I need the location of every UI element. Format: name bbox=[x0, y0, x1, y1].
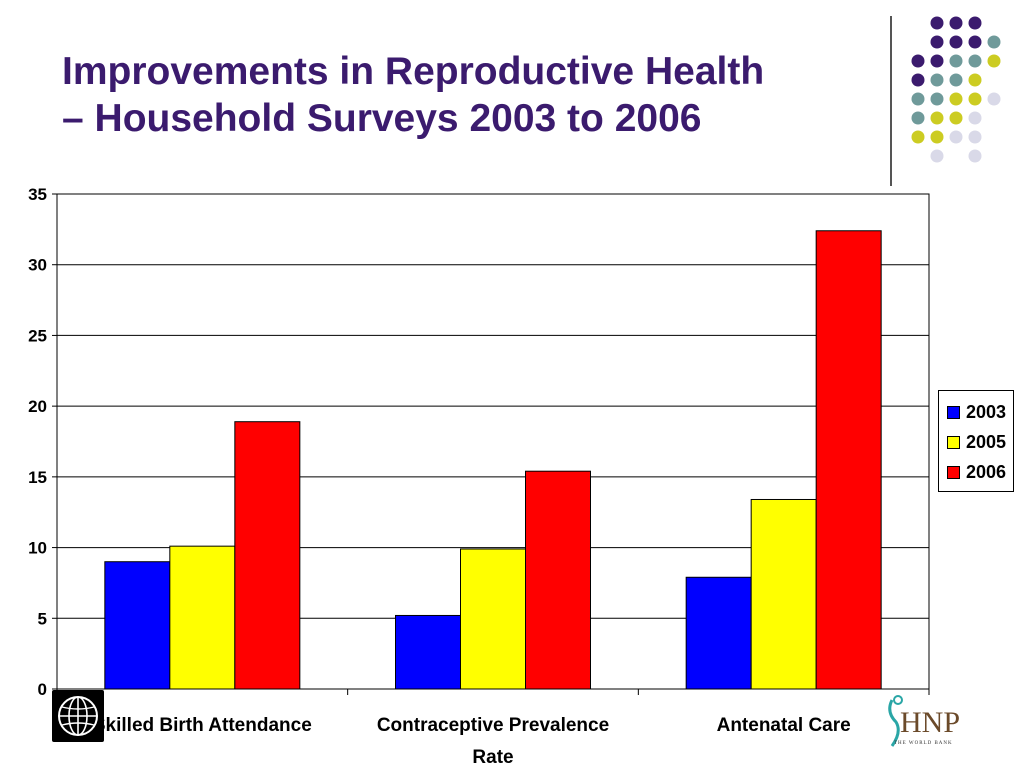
y-tick-label: 0 bbox=[38, 680, 47, 699]
x-category-label: Antenatal Care bbox=[717, 715, 851, 736]
bar-2005 bbox=[460, 548, 526, 690]
bar-2005 bbox=[750, 498, 817, 690]
y-tick-label: 30 bbox=[28, 256, 47, 275]
y-tick-label: 15 bbox=[28, 468, 47, 487]
legend-swatch-2003 bbox=[947, 405, 960, 419]
y-tick-label: 5 bbox=[38, 609, 47, 628]
hnp-logo-subtext: THE WORLD BANK bbox=[894, 741, 953, 746]
title-line-1: Improvements in Reproductive Health bbox=[62, 50, 765, 93]
world-bank-logo-icon bbox=[52, 690, 104, 742]
y-tick-label: 25 bbox=[28, 326, 47, 345]
y-tick-label: 10 bbox=[28, 539, 47, 558]
x-category-label: Contraceptive Prevalence bbox=[377, 715, 609, 736]
bar-2003 bbox=[395, 614, 461, 690]
legend-item-2003: 2003 bbox=[947, 397, 1013, 427]
bar-2003 bbox=[104, 561, 171, 690]
bar-2006 bbox=[815, 230, 882, 690]
bar-2006 bbox=[525, 470, 591, 690]
x-category-label: Skilled Birth Attendance bbox=[93, 715, 312, 736]
legend-label-2003: 2003 bbox=[966, 401, 1007, 422]
slide-title: Improvements in Reproductive Health – Ho… bbox=[62, 48, 882, 142]
x-category-label: Rate bbox=[472, 747, 513, 768]
hnp-logo-icon: HNP bbox=[888, 695, 960, 747]
hnp-logo-text: HNP bbox=[900, 706, 960, 739]
legend-item-2005: 2005 bbox=[947, 427, 1013, 457]
y-tick-label: 35 bbox=[28, 185, 47, 204]
bar-2003 bbox=[685, 576, 752, 690]
bar-2005 bbox=[169, 545, 236, 690]
legend-swatch-2005 bbox=[947, 435, 960, 449]
legend-label-2006: 2006 bbox=[966, 461, 1007, 482]
legend-item-2006: 2006 bbox=[947, 457, 1013, 487]
bar-2006 bbox=[234, 421, 301, 690]
y-tick-label: 20 bbox=[28, 397, 47, 416]
title-divider bbox=[890, 16, 892, 186]
legend-label-2005: 2005 bbox=[966, 431, 1007, 452]
title-line-2: – Household Surveys 2003 to 2006 bbox=[62, 97, 702, 140]
chart-legend: 2003 2005 2006 bbox=[938, 390, 1014, 492]
legend-swatch-2006 bbox=[947, 465, 960, 479]
